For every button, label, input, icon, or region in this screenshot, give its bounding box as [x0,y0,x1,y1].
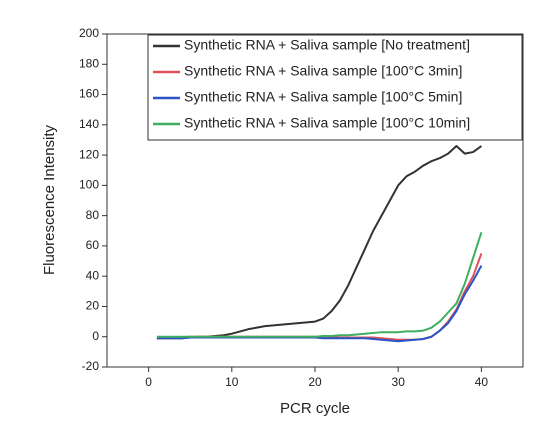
y-tick-label: 200 [79,26,99,40]
x-tick-label: 10 [225,375,239,389]
series-line [156,145,482,340]
legend-label: Synthetic RNA + Saliva sample [100°C 5mi… [184,89,462,105]
y-axis-title: Fluorescence Intensity [41,124,58,275]
y-tick-label: 20 [86,299,100,313]
x-tick-label: 40 [475,375,489,389]
y-tick-label: 80 [86,208,100,222]
legend-box [147,34,523,141]
y-tick-label: 100 [79,178,99,192]
x-axis-title: PCR cycle [280,400,350,417]
y-tick-label: 180 [79,56,99,70]
y-tick-label: -20 [82,359,100,373]
y-tick-label: 0 [92,329,99,343]
x-tick-label: 20 [308,375,322,389]
y-tick-label: 120 [79,147,99,161]
series-line [156,231,483,338]
legend-label: Synthetic RNA + Saliva sample [100°C 3mi… [184,63,462,79]
y-tick-label: 60 [86,238,100,252]
series-line [156,265,483,343]
y-tick-label: 160 [79,87,99,101]
y-tick-label: 140 [79,117,99,131]
x-tick-label: 30 [392,375,406,389]
legend-label: Synthetic RNA + Saliva sample [No treatm… [184,37,470,53]
legend-label: Synthetic RNA + Saliva sample [100°C 10m… [184,115,470,131]
x-tick-label: 0 [145,375,152,389]
y-tick-label: 40 [86,268,100,282]
